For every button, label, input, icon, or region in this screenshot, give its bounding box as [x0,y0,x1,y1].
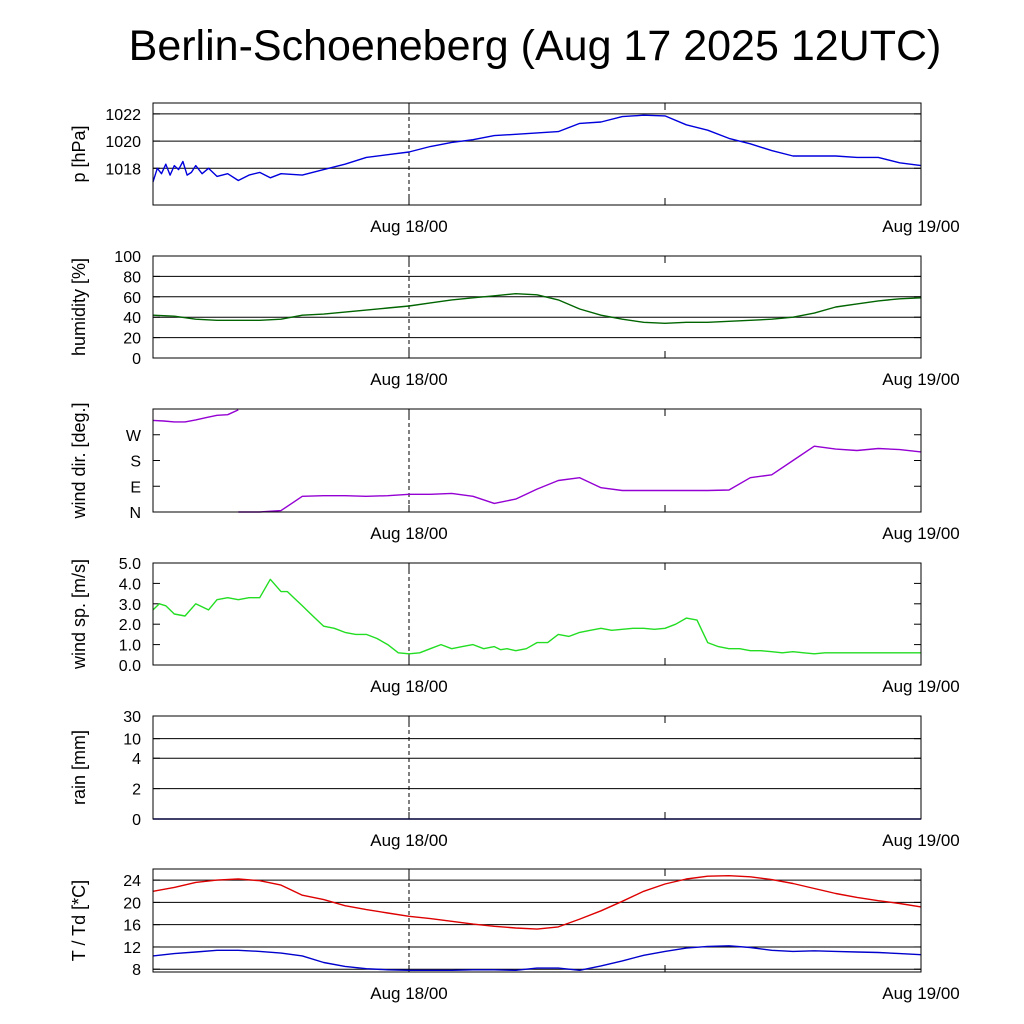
x-label-aug18: Aug 18/00 [370,524,448,543]
x-label-aug18: Aug 18/00 [370,984,448,1003]
x-label-aug19: Aug 19/00 [882,370,960,389]
y-tick-label: 40 [123,310,141,327]
y-tick-label: N [129,505,141,522]
y-tick-label: 1.0 [119,638,141,655]
wind_speed-series-0 [152,578,921,655]
y-tick-label: 4 [132,751,141,768]
y-tick-label: 0.0 [119,658,141,675]
y-tick-label: 30 [123,709,141,726]
y-axis-label: wind dir. [deg.] [69,402,89,519]
y-tick-label: W [126,428,142,445]
temperature-series-1 [152,945,922,971]
y-tick-label: S [130,454,141,471]
plot-frame [152,562,922,666]
y-tick-label: 2.0 [119,617,141,634]
y-tick-label: 12 [123,940,141,957]
y-axis-label: wind sp. [m/s] [69,559,89,670]
wind_direction-series-0 [238,445,922,513]
y-tick-label: 60 [123,290,141,307]
y-tick-label: 16 [123,918,141,935]
y-tick-label: 5.0 [119,556,141,573]
plot-frame [152,102,922,206]
y-tick-label: 1020 [105,134,141,151]
x-label-aug18: Aug 18/00 [370,217,448,236]
x-label-aug19: Aug 19/00 [882,524,960,543]
plot-frame [152,715,922,820]
panel-temperature: 8 12 16 20 24 T / Td [*C] Aug 18/00 Aug 19/00 [69,868,960,1003]
panel-pressure: 1018 1020 1022 p [hPa] Aug 18/00 Aug 19/00 [69,102,960,236]
humidity-series-0 [152,293,922,324]
panel-humidity: 0 20 40 60 80 100 humidity [%] Aug 18/00 Aug 19/… [69,249,960,389]
x-label-aug19: Aug 19/00 [882,831,960,850]
wind_direction-series-0 [152,409,239,423]
panel-rain: 0 2 4 10 30 rain [mm] Aug 18/00 Aug 19/00 [69,709,960,850]
y-tick-label: 0 [132,812,141,829]
y-tick-label: 24 [123,873,141,890]
y-axis-label: humidity [%] [69,258,89,356]
y-tick-label: 3.0 [119,597,141,614]
y-tick-label: 20 [123,895,141,912]
x-label-aug19: Aug 19/00 [882,677,960,696]
y-axis-label: rain [mm] [69,730,89,805]
plot-frame [152,868,922,973]
temperature-series-0 [152,875,922,930]
y-tick-label: 2 [132,782,141,799]
x-label-aug19: Aug 19/00 [882,984,960,1003]
panel-wind_speed: 0.0 1.0 2.0 3.0 4.0 5.0 wind sp. [m/s] Aug 18/0… [69,556,960,696]
y-tick-label: 1018 [105,161,141,178]
y-axis-label: T / Td [*C] [69,880,89,961]
y-tick-label: 1022 [105,107,141,124]
x-label-aug19: Aug 19/00 [882,217,960,236]
chart-title: Berlin-Schoeneberg (Aug 17 2025 12UTC) [128,22,942,70]
y-tick-label: 0 [132,351,141,368]
y-tick-label: 100 [114,249,141,266]
x-label-aug18: Aug 18/00 [370,370,448,389]
plot-frame [152,255,922,359]
x-label-aug18: Aug 18/00 [370,677,448,696]
x-label-aug18: Aug 18/00 [370,831,448,850]
y-tick-label: 10 [123,732,141,749]
y-tick-label: 8 [132,962,141,979]
y-tick-label: 4.0 [119,576,141,593]
pressure-series-0 [152,114,922,183]
y-tick-label: 20 [123,331,141,348]
y-tick-label: E [130,479,141,496]
plot-frame [152,408,922,513]
y-axis-label: p [hPa] [69,125,89,182]
y-tick-label: 80 [123,269,141,286]
